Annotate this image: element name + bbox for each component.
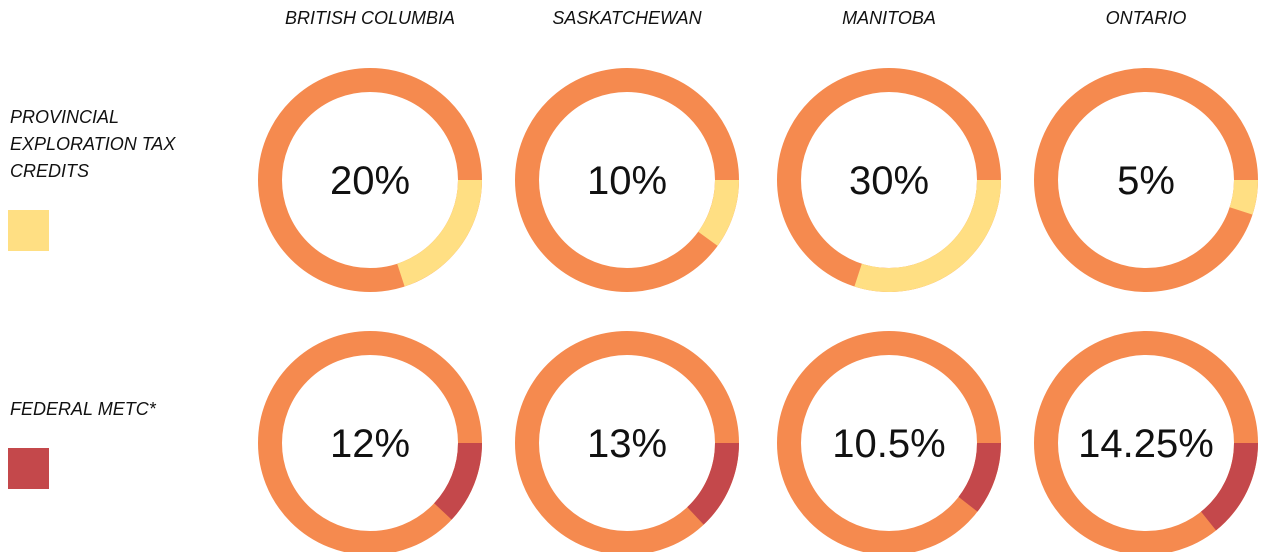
row-label: FEDERAL METC* [10,399,156,419]
column-header: BRITISH COLUMBIA [285,8,455,28]
value-label: 13% [587,422,667,466]
legend-swatch [8,210,49,251]
row-label: PROVINCIAL EXPLORATION TAX CREDITS [10,107,176,181]
legend-swatch [8,448,49,489]
value-label: 10% [587,159,667,203]
donut-segment [1201,443,1259,531]
donut-segment [687,443,739,525]
value-label: 20% [330,159,410,203]
donut-segment [1229,180,1258,215]
donut-segment [397,180,482,287]
column-header: SASKATCHEWAN [552,8,702,28]
value-label: 12% [330,422,410,466]
column-header: MANITOBA [842,8,936,28]
donut-segment [958,443,1001,512]
value-label: 5% [1117,159,1175,203]
column-header: ONTARIO [1106,8,1187,28]
donut-segment [698,180,739,246]
value-label: 14.25% [1078,422,1214,466]
donut-segment [854,180,1001,293]
donut-segment [434,443,482,520]
value-label: 10.5% [832,422,945,466]
value-label: 30% [849,159,929,203]
